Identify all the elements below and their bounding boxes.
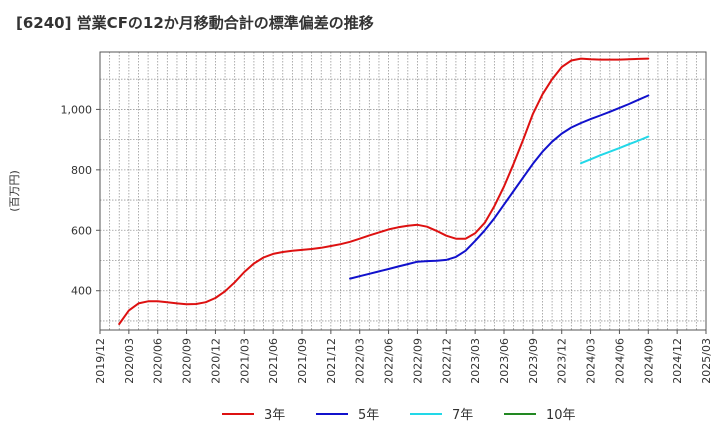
x-tick-label: 2022/06 bbox=[383, 338, 396, 384]
x-tick-label: 2021/09 bbox=[296, 338, 309, 384]
x-tick-label: 2024/03 bbox=[585, 338, 598, 384]
series-line-1 bbox=[118, 57, 650, 325]
plot-frame bbox=[99, 51, 707, 331]
x-tick-label: 2021/03 bbox=[238, 338, 251, 384]
x-tick-label: 2020/09 bbox=[181, 338, 194, 384]
x-tick-label: 2020/03 bbox=[123, 338, 136, 384]
x-tick-label: 2024/12 bbox=[671, 338, 684, 384]
legend-label-2: 5年 bbox=[358, 408, 379, 423]
x-tick-label: 2019/12 bbox=[94, 338, 107, 384]
legend-label-1: 3年 bbox=[264, 408, 285, 423]
chart-title: [6240] 営業CFの12か月移動合計の標準偏差の推移 bbox=[16, 14, 374, 32]
x-tick-label: 2021/12 bbox=[325, 338, 338, 384]
y-tick-label: 400 bbox=[71, 285, 92, 298]
y-axis-label: (百万円) bbox=[8, 170, 21, 212]
x-tick-label: 2022/09 bbox=[411, 338, 424, 384]
x-tick-label: 2023/03 bbox=[469, 338, 482, 384]
plot-area bbox=[100, 52, 706, 330]
x-tick-label: 2024/09 bbox=[642, 338, 655, 384]
y-tick-label: 1,000 bbox=[61, 103, 93, 116]
y-tick-label: 600 bbox=[71, 224, 92, 237]
x-tick-label: 2023/12 bbox=[556, 338, 569, 384]
x-tick-label: 2022/03 bbox=[354, 338, 367, 384]
x-tick-label: 2023/06 bbox=[498, 338, 511, 384]
x-tick-label: 2021/06 bbox=[267, 338, 280, 384]
x-tick-label: 2020/12 bbox=[209, 338, 222, 384]
legend-label-4: 10年 bbox=[546, 408, 576, 423]
legend-label-3: 7年 bbox=[452, 408, 473, 423]
x-tick-label: 2025/03 bbox=[700, 338, 713, 384]
x-tick-label: 2020/06 bbox=[152, 338, 165, 384]
x-tick-label: 2023/09 bbox=[527, 338, 540, 384]
x-tick-label: 2024/06 bbox=[613, 338, 626, 384]
y-tick-label: 800 bbox=[71, 164, 92, 177]
x-tick-label: 2022/12 bbox=[440, 338, 453, 384]
series-line-2 bbox=[349, 94, 650, 280]
series-line-3 bbox=[580, 135, 650, 165]
